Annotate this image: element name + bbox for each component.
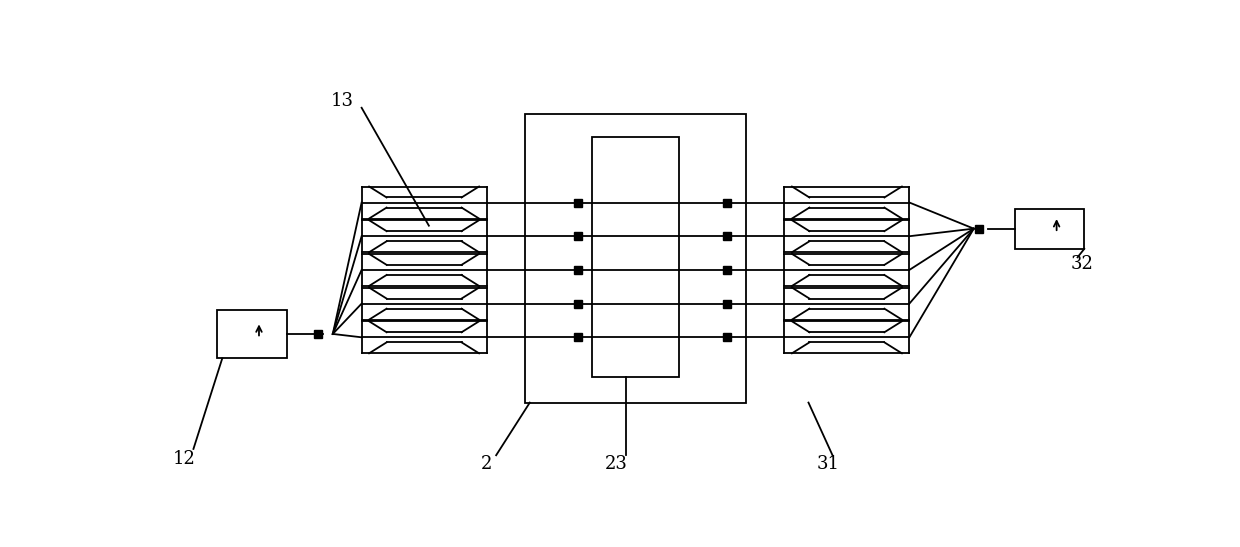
Bar [217, 310, 286, 358]
Bar [593, 137, 678, 377]
Text: 12: 12 [172, 450, 195, 468]
Text: 32: 32 [1071, 254, 1094, 272]
Text: 13: 13 [331, 92, 353, 110]
Text: 23: 23 [605, 455, 627, 473]
Text: 2: 2 [481, 455, 492, 473]
Text: 31: 31 [816, 455, 839, 473]
Bar [525, 114, 746, 403]
Bar [1016, 209, 1084, 249]
